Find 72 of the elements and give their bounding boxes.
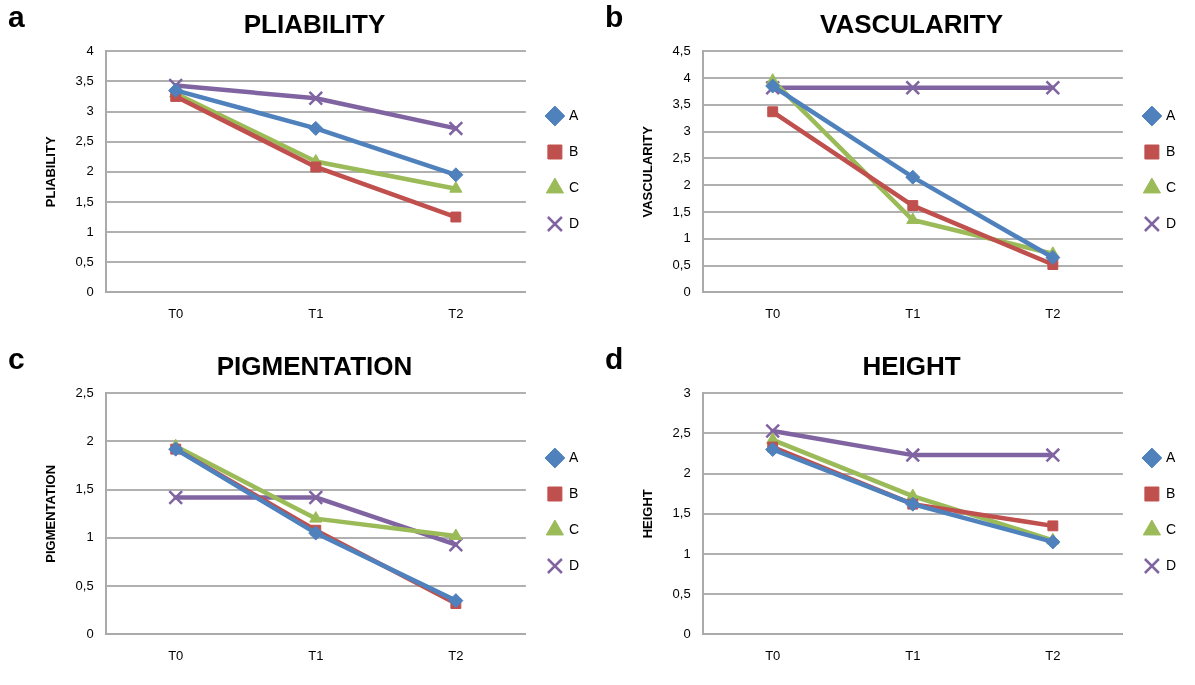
y-tick-label: 4 [86, 42, 94, 58]
y-tick-label: 4,5 [672, 42, 691, 58]
y-tick-label: 4 [683, 69, 691, 85]
x-tick-label: T2 [1045, 647, 1061, 663]
y-tick-label: 3 [683, 123, 691, 139]
y-tick-label: 0 [683, 283, 691, 299]
legend-label: A [1165, 106, 1176, 123]
y-tick-label: 0,5 [75, 253, 94, 269]
y-tick-label: 2,5 [75, 384, 94, 400]
y-axis-title: HEIGHT [640, 489, 656, 539]
x-tick-label: T2 [448, 305, 464, 321]
x-tick-label: T1 [905, 305, 921, 321]
x-tick-label: T1 [308, 305, 324, 321]
x-tick-label: T1 [308, 647, 324, 663]
y-tick-label: 0 [683, 625, 691, 641]
y-tick-label: 0 [86, 283, 94, 299]
x-tick-label: T1 [905, 647, 921, 663]
legend-label: C [1165, 520, 1177, 537]
y-tick-label: 3,5 [672, 96, 691, 112]
y-tick-label: 1 [683, 230, 691, 246]
y-tick-label: 1,5 [75, 481, 94, 497]
y-tick-label: 1 [86, 529, 94, 545]
y-tick-label: 0,5 [75, 577, 94, 593]
legend-label: A [1165, 448, 1176, 465]
y-axis-title: VASCULARITY [640, 125, 656, 218]
legend-label: B [568, 142, 579, 159]
x-tick-label: T0 [168, 305, 184, 321]
y-tick-label: 0,5 [672, 585, 691, 601]
legend-label: B [1165, 142, 1176, 159]
x-tick-label: T2 [448, 647, 464, 663]
y-tick-label: 3 [683, 384, 691, 400]
text: b [605, 0, 624, 34]
y-tick-label: 2,5 [672, 424, 691, 440]
legend-label: A [568, 106, 579, 123]
legend-label: D [1165, 556, 1177, 573]
chart-title: PIGMENTATION [216, 350, 413, 381]
chart-title: PLIABILITY [243, 8, 386, 39]
legend-label: C [568, 520, 580, 537]
y-tick-label: 3,5 [75, 72, 94, 88]
chart-title: HEIGHT [862, 350, 961, 381]
x-tick-label: T0 [168, 647, 184, 663]
y-tick-label: 2 [86, 433, 94, 449]
y-tick-label: 0,5 [672, 257, 691, 273]
legend-label: D [568, 214, 580, 231]
y-tick-label: 0 [86, 625, 94, 641]
y-tick-label: 3 [86, 103, 94, 119]
y-tick-label: 2 [683, 465, 691, 481]
legend-label: B [568, 484, 579, 501]
y-tick-label: 2,5 [672, 149, 691, 165]
legend-label: C [568, 178, 580, 195]
y-tick-label: 1,5 [672, 203, 691, 219]
legend-label: B [1165, 484, 1176, 501]
chart-title: VASCULARITY [820, 8, 1003, 39]
legend-label: D [568, 556, 580, 573]
text: a [8, 0, 25, 34]
text: d [605, 342, 624, 376]
legend-label: C [1165, 178, 1177, 195]
y-tick-label: 1,5 [75, 193, 94, 209]
x-tick-label: T2 [1045, 305, 1061, 321]
legend-label: D [1165, 214, 1177, 231]
text: c [8, 342, 25, 376]
x-tick-label: T0 [765, 647, 781, 663]
y-tick-label: 1 [86, 223, 94, 239]
y-axis-title: PIGMENTATION [43, 464, 59, 563]
y-tick-label: 1 [683, 545, 691, 561]
y-tick-label: 2,5 [75, 133, 94, 149]
y-tick-label: 1,5 [672, 505, 691, 521]
x-tick-label: T0 [765, 305, 781, 321]
y-tick-label: 2 [86, 163, 94, 179]
y-tick-label: 2 [683, 176, 691, 192]
y-axis-title: PLIABILITY [43, 136, 59, 208]
legend-label: A [568, 448, 579, 465]
